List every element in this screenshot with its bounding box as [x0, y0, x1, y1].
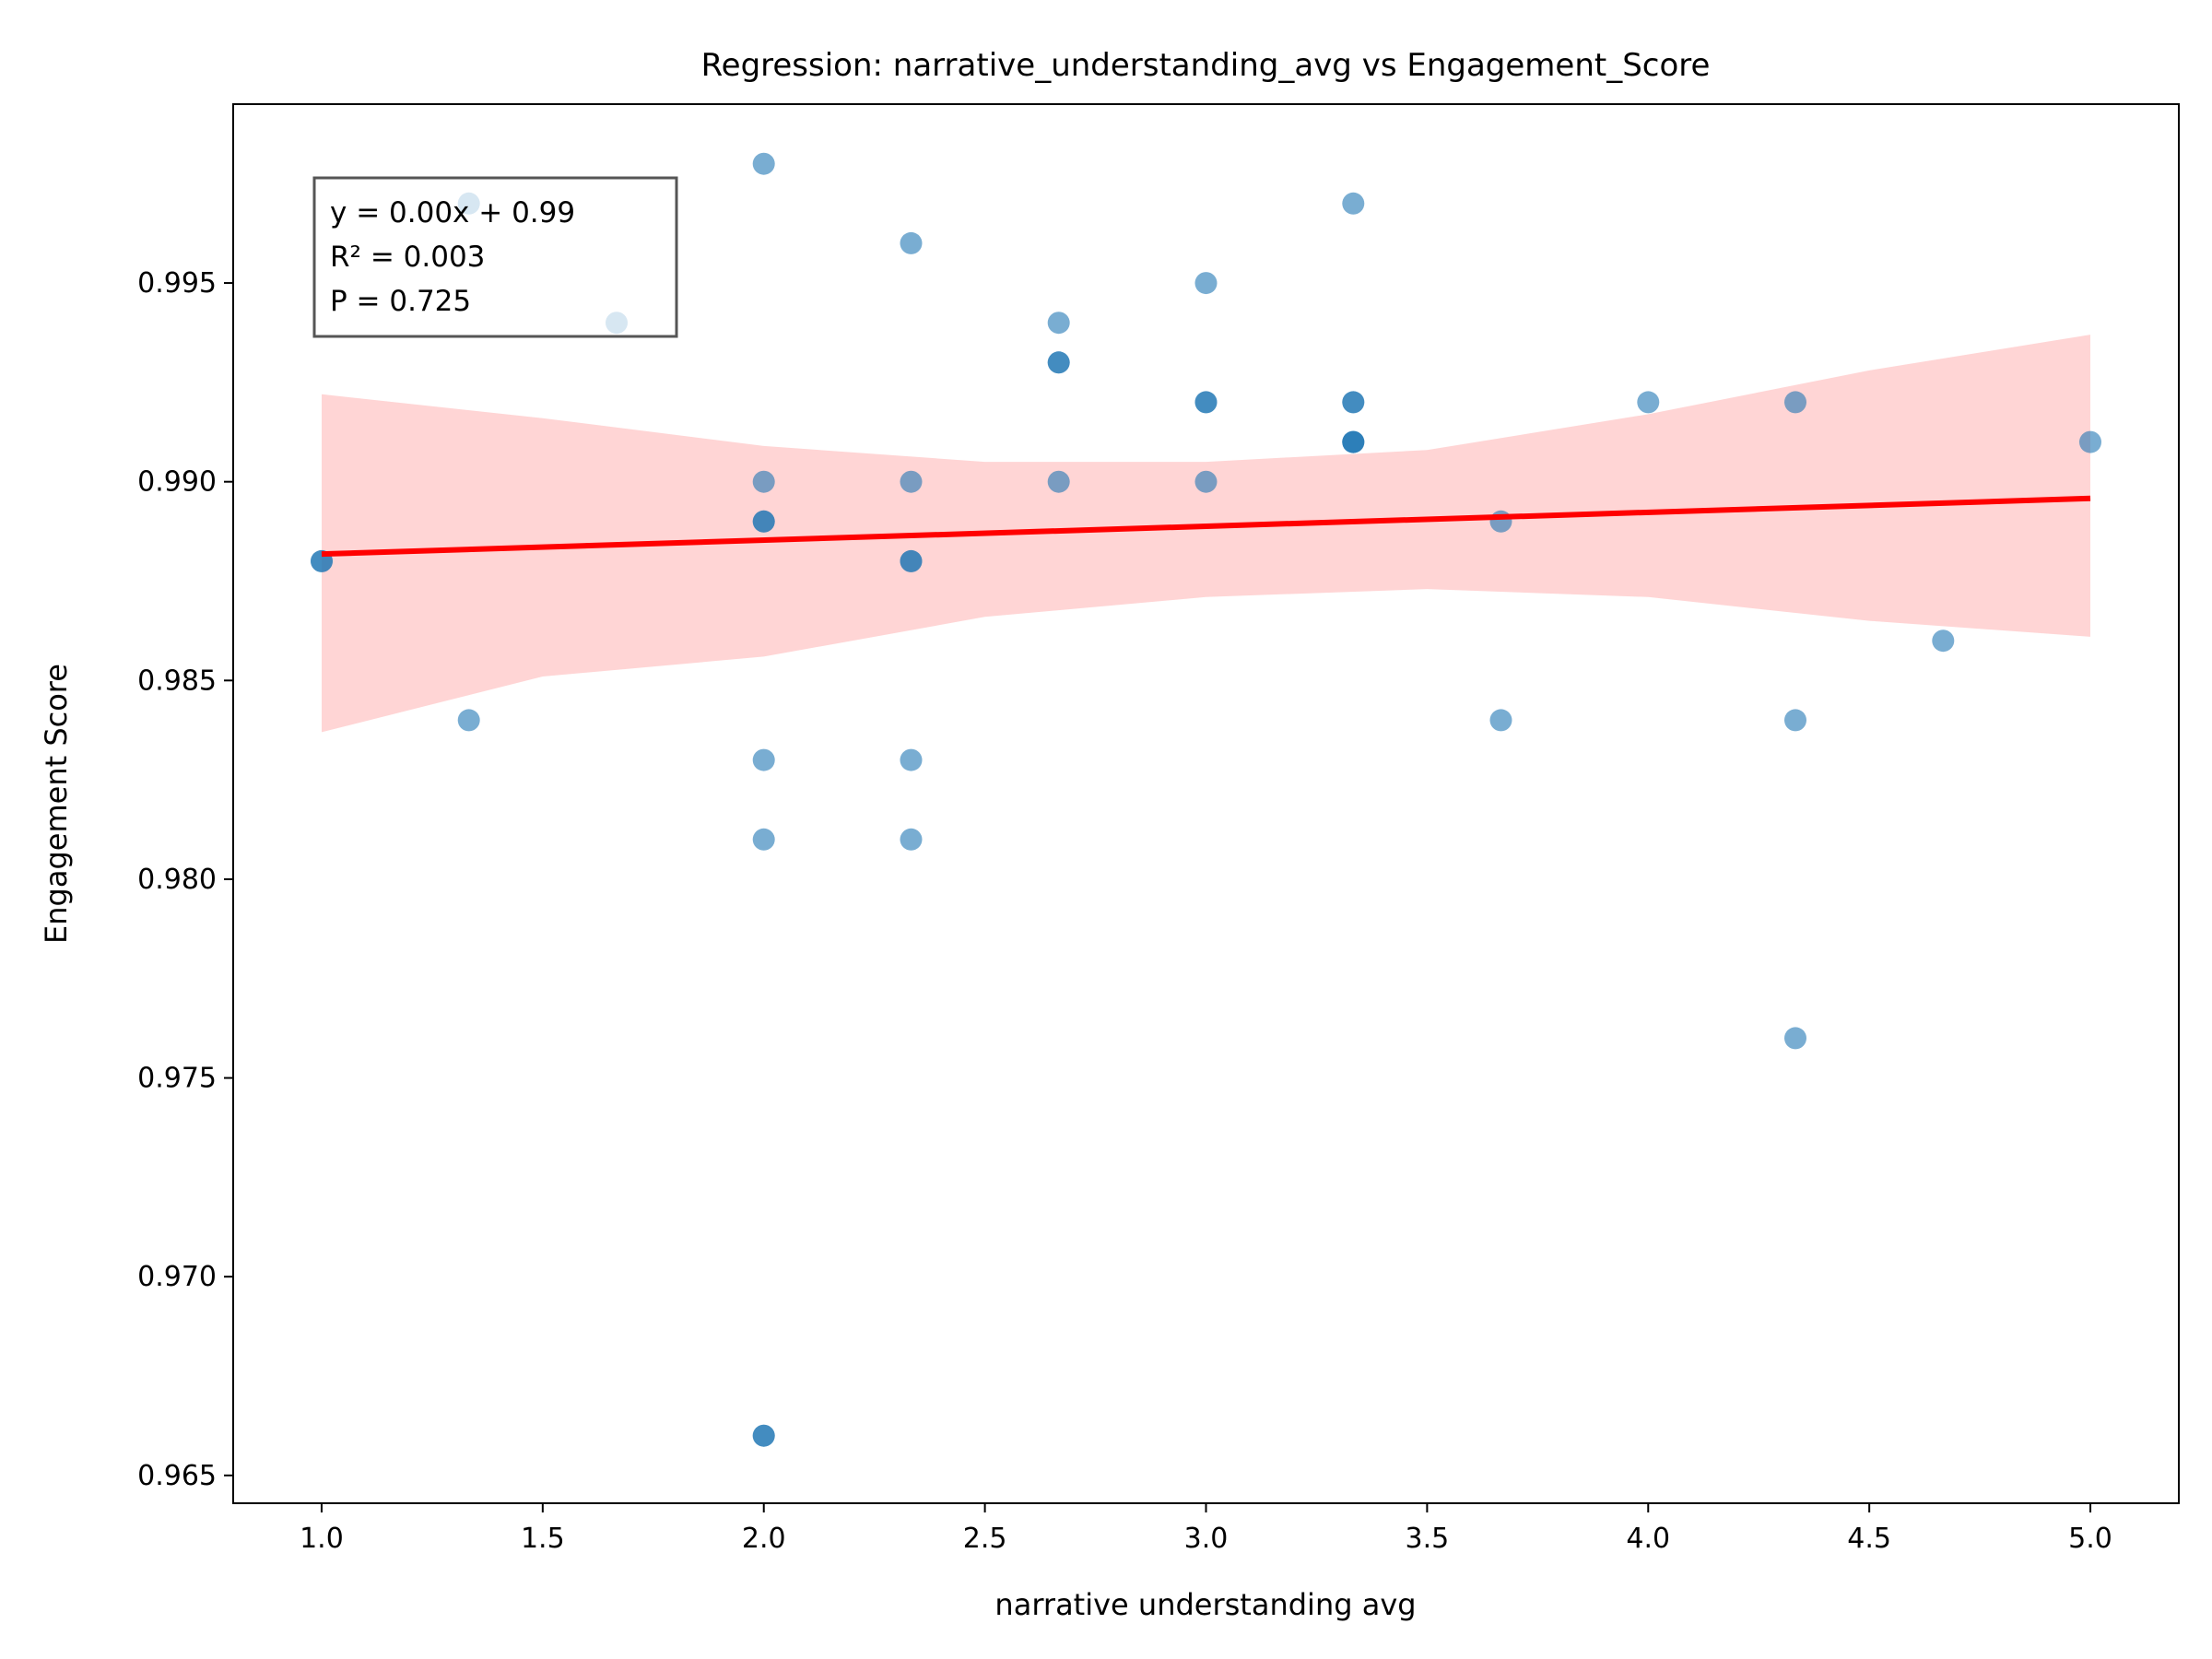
data-point-23 — [1047, 470, 1070, 493]
y-tick-label: 0.975 — [137, 1063, 217, 1095]
data-point-35 — [1489, 709, 1512, 732]
data-point-24 — [1194, 272, 1218, 295]
data-point-40 — [1932, 629, 1955, 653]
x-tick-label: 3.0 — [1184, 1523, 1229, 1555]
data-point-7 — [752, 470, 775, 493]
regression-line-layer — [321, 495, 2091, 558]
x-tick-label: 2.5 — [963, 1523, 1007, 1555]
data-point-18 — [900, 748, 923, 771]
x-tick-label: 1.0 — [300, 1523, 344, 1555]
x-tick-label: 1.5 — [521, 1523, 565, 1555]
stats-r-squared: R² = 0.003 — [330, 241, 485, 274]
data-point-37 — [1784, 391, 1806, 414]
x-axis-label: narrative understanding avg — [994, 1587, 1416, 1622]
data-point-33 — [1342, 430, 1365, 453]
y-axis-ticks: 0.965 0.970 0.975 0.980 0.985 0.990 0.995 — [137, 267, 233, 1492]
data-point-22 — [1047, 351, 1070, 374]
stats-box: y = 0.00x + 0.99 R² = 0.003 P = 0.725 — [312, 176, 678, 338]
data-point-26 — [1194, 391, 1218, 414]
data-point-28 — [1342, 192, 1365, 215]
data-point-17 — [900, 549, 923, 572]
x-tick-label: 4.0 — [1626, 1523, 1670, 1555]
stats-equation: y = 0.00x + 0.99 — [330, 196, 575, 229]
data-point-14 — [900, 231, 923, 254]
y-tick-label: 0.965 — [137, 1460, 217, 1492]
x-tick-label: 3.5 — [1406, 1523, 1450, 1555]
stats-box-frame — [312, 176, 678, 338]
x-tick-label: 4.5 — [1847, 1523, 1891, 1555]
data-point-38 — [1784, 709, 1806, 732]
data-point-9 — [752, 510, 775, 533]
data-point-13 — [752, 1424, 775, 1447]
data-point-36 — [1637, 391, 1660, 414]
data-point-41 — [2079, 430, 2101, 453]
y-tick-label: 0.995 — [137, 267, 217, 300]
data-point-19 — [900, 828, 923, 851]
confidence-band — [322, 335, 2090, 733]
chart-title: Regression: narrative_understanding_avg … — [701, 47, 1711, 84]
data-point-6 — [752, 152, 775, 175]
data-point-20 — [1047, 312, 1070, 335]
x-axis-ticks: 1.0 1.5 2.0 2.5 3.0 3.5 4.0 4.5 5.0 — [300, 1503, 2112, 1555]
x-tick-label: 5.0 — [2068, 1523, 2112, 1555]
data-point-27 — [1194, 470, 1218, 493]
regression-line — [321, 495, 2091, 558]
data-point-39 — [1784, 1027, 1806, 1050]
y-tick-label: 0.980 — [137, 864, 217, 896]
data-point-4 — [457, 709, 480, 732]
confidence-band-layer — [322, 335, 2090, 733]
x-tick-label: 2.0 — [742, 1523, 786, 1555]
data-point-34 — [1489, 510, 1512, 533]
y-axis-label: Engagement Score — [39, 664, 74, 944]
data-point-11 — [752, 828, 775, 851]
data-point-10 — [752, 748, 775, 771]
y-tick-label: 0.985 — [137, 665, 217, 697]
data-point-30 — [1342, 391, 1365, 414]
data-point-15 — [900, 470, 923, 493]
stats-p-value: P = 0.725 — [330, 285, 471, 318]
y-tick-label: 0.970 — [137, 1261, 217, 1293]
y-tick-label: 0.990 — [137, 466, 217, 499]
